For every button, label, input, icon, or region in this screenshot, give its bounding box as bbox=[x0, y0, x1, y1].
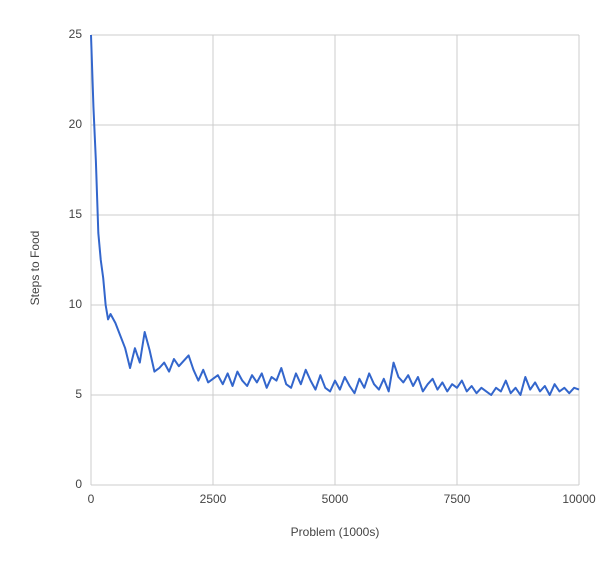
y-tick-label: 15 bbox=[69, 207, 83, 221]
y-axis-title: Steps to Food bbox=[28, 231, 42, 306]
y-tick-label: 0 bbox=[75, 477, 82, 491]
x-tick-label: 0 bbox=[88, 492, 95, 506]
x-tick-label: 10000 bbox=[562, 492, 596, 506]
x-tick-label: 7500 bbox=[444, 492, 471, 506]
data-line bbox=[90, 34, 580, 396]
x-axis-title: Problem (1000s) bbox=[291, 525, 380, 539]
x-tick-label: 5000 bbox=[322, 492, 349, 506]
y-tick-label: 10 bbox=[69, 297, 83, 311]
x-tick-label: 2500 bbox=[200, 492, 227, 506]
y-tick-label: 5 bbox=[75, 387, 82, 401]
y-tick-label: 25 bbox=[69, 27, 83, 41]
y-tick-label: 20 bbox=[69, 117, 83, 131]
